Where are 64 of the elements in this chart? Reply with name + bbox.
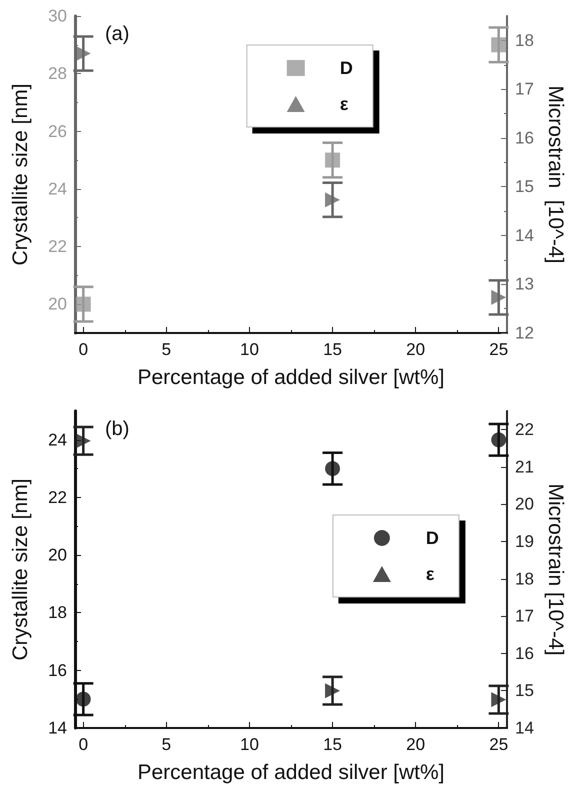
point	[491, 37, 506, 52]
y2-tick-label: 21	[515, 457, 534, 476]
y2-tick-label: 15	[515, 681, 534, 700]
y-tick-label: 24	[48, 430, 67, 450]
y2-tick-label: 17	[515, 80, 534, 99]
y-tick-label: 28	[48, 64, 67, 84]
legend-label: ε	[426, 564, 435, 584]
x-tick-label: 20	[406, 735, 426, 754]
annotation: (b)	[105, 418, 130, 440]
point	[491, 692, 506, 708]
legend-label: ε	[340, 94, 349, 114]
point	[325, 461, 340, 476]
y2-tick-label: 18	[515, 30, 534, 50]
x-tick-label: 5	[162, 735, 172, 754]
y2-tick-label: 20	[515, 494, 534, 514]
y2-tick-label: 17	[515, 606, 534, 626]
y2-tick-label: 18	[515, 569, 534, 588]
y-tick-label: 22	[48, 237, 67, 256]
point	[76, 692, 91, 707]
x-axis-title: Percentage of added silver [wt%]	[137, 366, 445, 389]
legend-label: D	[426, 528, 439, 548]
point	[491, 432, 506, 448]
point	[76, 433, 91, 448]
y2-tick-label: 15	[515, 177, 534, 196]
point	[76, 46, 91, 62]
y-tick-label: 16	[48, 660, 67, 680]
x-tick-label: 20	[406, 340, 426, 359]
y2-tick-label: 19	[515, 532, 534, 552]
y-tick-label: 20	[48, 546, 67, 565]
y-tick-label: 30	[48, 6, 67, 26]
y2-tick-label: 16	[515, 644, 534, 663]
x-tick-label: 25	[489, 735, 508, 754]
y-tick-label: 18	[48, 603, 67, 622]
x-tick-label: 10	[240, 735, 259, 754]
y-tick-label: 20	[48, 294, 67, 314]
y2-tick-label: 22	[515, 420, 534, 440]
y-axis-title: Crystallite size [nm]	[9, 83, 32, 266]
y2-tick-label: 16	[515, 128, 534, 148]
y-tick-label: 22	[48, 488, 67, 507]
y-tick-label: 14	[48, 718, 67, 738]
point	[325, 152, 340, 168]
legend-label: D	[340, 58, 353, 78]
annotation: (a)	[105, 23, 130, 45]
x-axis-title: Percentage of added silver [wt%]	[137, 761, 445, 784]
point	[325, 683, 340, 698]
point	[491, 290, 506, 305]
x-tick-label: 0	[78, 735, 88, 754]
y-tick-label: 24	[48, 179, 67, 198]
y-axis-title: Crystallite size [nm]	[9, 478, 32, 661]
x-tick-label: 10	[240, 340, 259, 359]
y2-tick-label: 14	[515, 226, 534, 245]
x-tick-label: 15	[323, 735, 342, 754]
y2-axis-title: Microstrain [10^-4]	[544, 483, 567, 656]
x-tick-label: 25	[489, 340, 508, 359]
y-tick-label: 26	[48, 122, 67, 141]
y2-axis-title: Microstrain [10^-4]	[544, 86, 567, 264]
x-tick-label: 15	[323, 340, 342, 359]
y2-tick-label: 12	[515, 324, 534, 342]
y2-tick-label: 13	[515, 274, 534, 294]
x-tick-label: 5	[162, 340, 172, 359]
point	[325, 192, 340, 208]
x-tick-label: 0	[78, 340, 88, 359]
y2-tick-label: 14	[515, 718, 534, 738]
point	[76, 296, 91, 312]
